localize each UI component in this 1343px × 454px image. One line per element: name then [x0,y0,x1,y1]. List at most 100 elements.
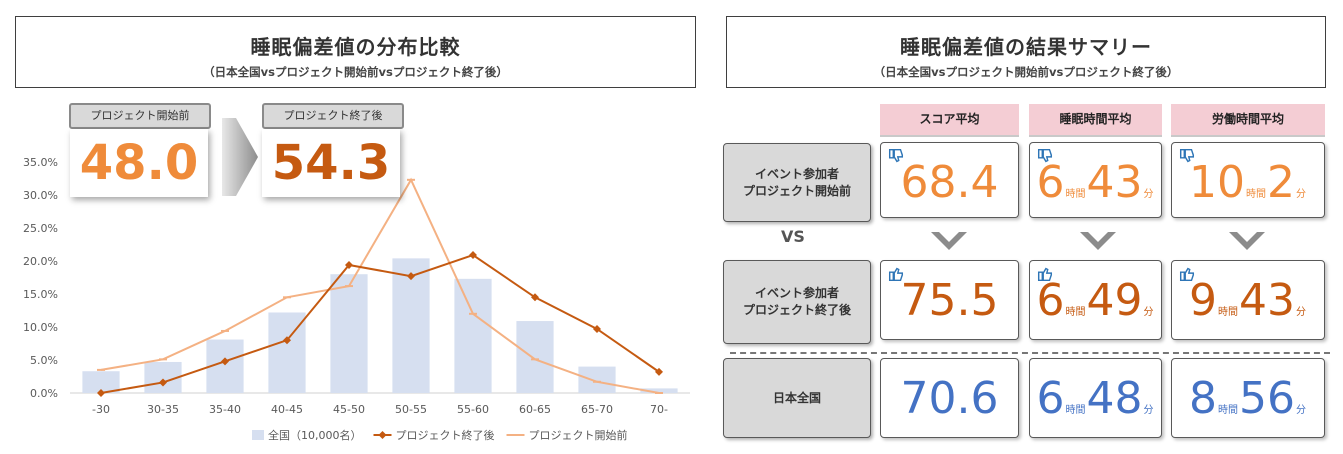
bar [516,321,554,393]
minute-unit: 分 [1296,189,1306,200]
work-cell-before: 10 時間 2 分 [1171,142,1325,218]
data-point [159,378,167,387]
sleep-hours: 6 [1036,373,1065,424]
bar [330,274,368,393]
work-hours: 10 [1189,157,1245,208]
sleep-cell-before: 6 時間 43 分 [1029,142,1162,218]
data-point [593,324,601,333]
score-cell-after: 75.5 [880,260,1019,340]
thumbs-down-icon [1037,148,1053,163]
summary-subtitle: （日本全国vsプロジェクト開始前vsプロジェクト終了後） [873,65,1179,79]
row-header-line1: 日本全国 [772,390,821,405]
series-line [100,177,660,394]
sleep-hours: 6 [1036,157,1065,208]
legend-swatch [252,430,264,440]
hour-unit: 時間 [1065,307,1086,318]
hour-unit: 時間 [1065,405,1086,416]
hour-unit: 時間 [1218,307,1238,318]
chart-subtitle: （日本全国vsプロジェクト開始前vsプロジェクト終了後） [203,65,508,79]
minute-unit: 分 [1296,307,1306,318]
chevron-right-icon [222,118,258,196]
y-tick-label: 5.0% [30,354,58,367]
callout-before-value: 48.0 [70,129,208,197]
callout-after-label: プロジェクト終了後 [262,103,404,129]
bar [82,371,120,393]
data-point [407,272,415,281]
row-header-before: イベント参加者 プロジェクト開始前 [723,143,871,222]
minute-unit: 分 [1296,405,1306,416]
minute-unit: 分 [1143,405,1154,416]
divider [730,352,1330,354]
column-header-score: スコア平均 [880,104,1019,135]
thumbs-down-icon [1179,148,1195,163]
data-point [531,293,539,302]
x-tick-label: 65-70 [581,403,613,416]
row-header-line2: プロジェクト開始前 [742,183,851,198]
hour-unit: 時間 [1218,405,1238,416]
hour-unit: 時間 [1246,189,1266,200]
score-value: 75.5 [900,275,999,326]
data-point [97,389,105,397]
data-point [283,336,291,345]
row-header-after: イベント参加者 プロジェクト終了後 [723,260,871,344]
vs-label: VS [781,227,805,246]
x-tick-label: -30 [92,403,110,416]
score-cell-japan: 70.6 [880,358,1019,438]
data-point [469,251,477,260]
legend-marker [378,431,387,439]
distribution-chart: 0.0% 5.0% 10.0% 15.0% 20.0% 25.0% 30.0% 35.0% -3… [23,156,690,442]
sleep-minutes: 49 [1086,275,1143,326]
work-hours: 9 [1189,275,1217,326]
series-line [100,253,660,394]
work-hours: 8 [1189,373,1217,424]
y-tick-label: 10.0% [23,321,58,334]
bar [640,388,678,393]
x-tick-label: 60-65 [519,403,551,416]
sleep-minutes: 43 [1086,157,1143,208]
row-header-line1: イベント参加者 [754,286,839,300]
chevron-down-icon [1229,232,1265,250]
work-cell-after: 9 時間 43 分 [1171,260,1325,340]
legend-label: プロジェクト終了後 [396,428,495,442]
callout-after-value: 54.3 [262,129,400,197]
chevron-down-icon [1080,232,1116,250]
thumbs-down-icon [888,148,904,163]
hour-unit: 時間 [1065,189,1086,200]
y-tick-label: 30.0% [23,189,58,202]
sleep-hours: 6 [1036,275,1065,326]
y-tick-label: 35.0% [23,156,58,169]
chart-title: 睡眠偏差値の分布比較 [250,35,461,59]
x-tick-label: 30-35 [147,403,179,416]
x-tick-label: 40-45 [271,403,303,416]
y-tick-label: 0.0% [30,387,58,400]
row-header-line1: イベント参加者 [754,166,839,181]
work-cell-japan: 8 時間 56 分 [1171,358,1325,438]
column-header-work: 労働時間平均 [1171,104,1325,135]
data-point [345,260,353,269]
x-tick-label: 35-40 [209,403,241,416]
sleep-cell-after: 6 時間 49 分 [1029,260,1162,340]
y-tick-label: 20.0% [23,255,58,268]
chevron-down-icon [931,232,967,250]
thumbs-up-icon [1037,267,1053,282]
minute-unit: 分 [1143,189,1154,200]
row-header-japan: 日本全国 [723,358,871,438]
work-minutes: 43 [1239,275,1295,326]
y-tick-label: 25.0% [23,222,58,235]
x-tick-label: 50-55 [395,403,427,416]
summary-title-box: 睡眠偏差値の結果サマリー （日本全国vsプロジェクト開始前vsプロジェクト終了後… [726,16,1326,88]
sleep-cell-japan: 6 時間 48 分 [1029,358,1162,438]
column-header-sleep: 睡眠時間平均 [1029,104,1162,135]
work-minutes: 56 [1239,373,1295,424]
thumbs-up-icon [1179,267,1195,282]
chart-title-box: 睡眠偏差値の分布比較 （日本全国vsプロジェクト開始前vsプロジェクト終了後） [15,16,696,88]
x-tick-label: 70- [650,403,668,416]
legend-label: 全国（10,000名） [268,428,362,442]
score-value: 70.6 [900,373,999,424]
summary-title: 睡眠偏差値の結果サマリー [900,35,1152,59]
legend-label: プロジェクト開始前 [529,428,628,442]
x-tick-label: 45-50 [333,403,365,416]
data-point [221,357,229,366]
bar [578,366,616,393]
y-tick-label: 15.0% [23,288,58,301]
